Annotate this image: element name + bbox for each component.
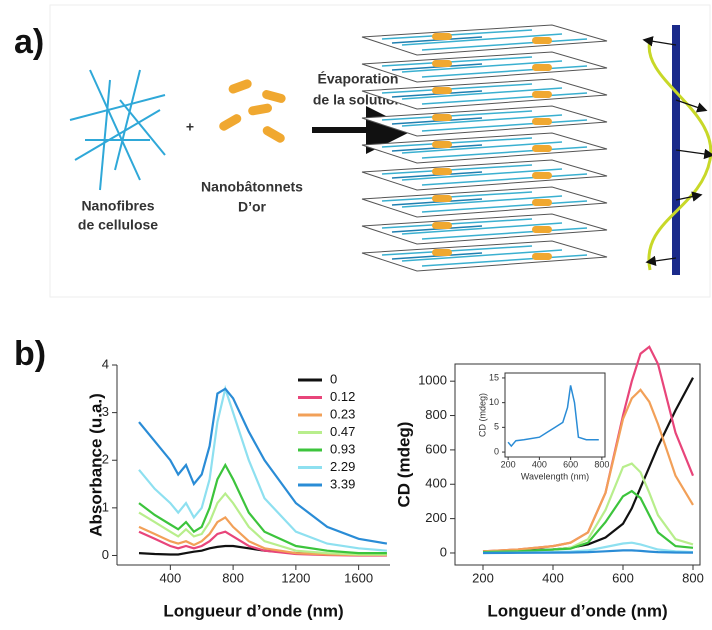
legend-label: 0 [330,371,337,386]
caption: Évaporation [318,71,399,87]
series-line [507,385,599,448]
y-axis-label: Absorbance (u.a.) [86,393,105,537]
x-tick-label: 800 [594,459,609,469]
series-line [138,515,387,557]
panel-label: a) [14,23,44,61]
plot-frame [504,372,606,458]
y-tick-label: 4 [102,356,109,371]
series-line [482,388,694,553]
plot-frame [454,363,701,566]
legend-label: 3.39 [330,476,355,491]
x-tick-label: 800 [682,570,704,585]
y-axis-label: CD (mdeg) [394,422,413,508]
x-tick-label: 600 [612,570,634,585]
x-axis-label: Longueur d’onde (nm) [163,601,343,620]
stack-sketch [361,24,608,272]
y-tick-label: 10 [489,397,499,407]
series-line [482,549,694,555]
caption: D’or [238,199,267,215]
legend-label: 0.12 [330,389,355,404]
helix-sketch [642,25,712,275]
y-tick-label: 1 [102,499,109,514]
y-axis-label: CD (mdeg) [477,393,487,437]
x-tick-label: 400 [159,570,181,585]
x-tick-label: 1600 [344,570,373,585]
series-line [138,462,387,555]
rods-sketch [219,79,286,143]
x-axis-label: Longueur d’onde (nm) [487,601,667,620]
panel-label: b) [14,335,46,373]
y-tick-label: 0 [102,547,109,562]
x-tick-label: 400 [532,459,547,469]
x-tick-label: 200 [472,570,494,585]
fibres-sketch [69,69,166,191]
inset-bg [505,373,605,457]
y-tick-label: 0 [494,446,499,456]
series-line [138,387,388,545]
y-tick-label: 400 [425,476,447,491]
caption: Nanofibres [81,198,154,214]
legend-label: 2.29 [330,459,355,474]
series-line [138,491,387,556]
legend-label: 0.47 [330,424,355,439]
series-line [138,384,387,552]
series-line [482,489,694,554]
y-tick-label: 5 [494,422,499,432]
caption: de cellulose [78,217,158,233]
x-tick-label: 800 [222,570,244,585]
x-axis-label: Wavelength (nm) [521,471,589,481]
y-tick-label: 1000 [418,373,447,388]
caption: Nanobâtonnets [201,179,303,195]
y-tick-label: 600 [425,441,447,456]
y-tick-label: 800 [425,407,447,422]
y-tick-label: 15 [489,372,499,382]
x-tick-label: 1200 [281,570,310,585]
legend-label: 0.23 [330,406,355,421]
y-tick-label: 0 [440,544,447,559]
x-tick-label: 600 [563,459,578,469]
y-tick-label: 3 [102,404,109,419]
y-tick-label: 2 [102,452,109,467]
legend-label: 0.93 [330,441,355,456]
y-tick-label: 200 [425,510,447,525]
x-tick-label: 400 [542,570,564,585]
plus: + [186,119,194,135]
x-tick-label: 200 [501,459,516,469]
